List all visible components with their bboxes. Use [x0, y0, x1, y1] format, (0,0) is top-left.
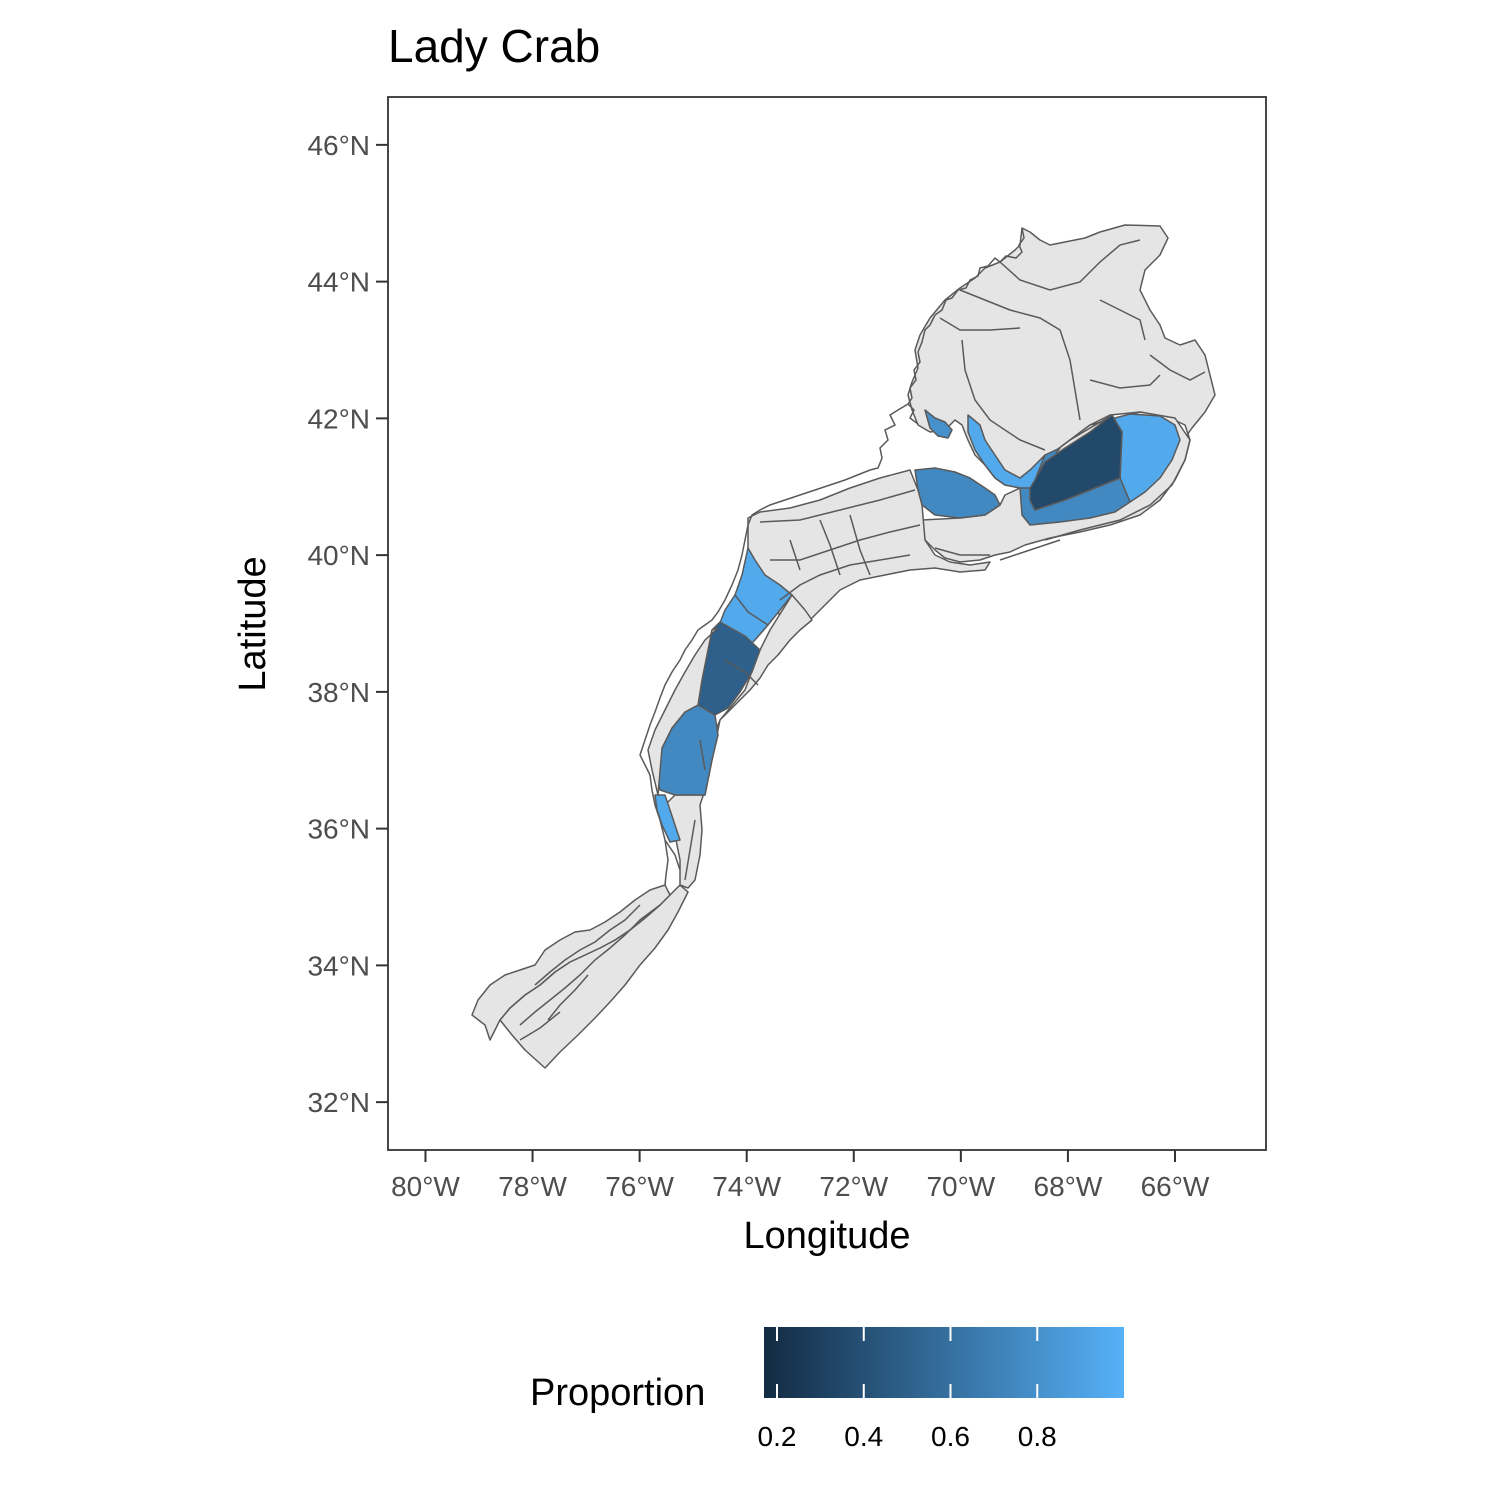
x-tick-label: 68°W: [1034, 1171, 1103, 1202]
depth-contour: [934, 439, 1191, 561]
legend-tick-label: 0.2: [758, 1421, 797, 1452]
y-tick-label: 46°N: [307, 130, 370, 161]
legend-tick-label: 0.8: [1018, 1421, 1057, 1452]
stratum-cape-cod-bay: [924, 409, 953, 439]
y-tick-label: 34°N: [307, 950, 370, 981]
legend: Proportion 0.2 0.4 0.6 0.8: [530, 1327, 1124, 1452]
legend-ticks: 0.2 0.4 0.6 0.8: [758, 1327, 1057, 1452]
chart-title: Lady Crab: [388, 20, 600, 72]
legend-tick-label: 0.4: [844, 1421, 883, 1452]
x-tick-label: 76°W: [605, 1171, 674, 1202]
depth-contour: [939, 239, 1206, 451]
x-axis: 80°W 78°W 76°W 74°W 72°W 70°W 68°W 66°W: [391, 1150, 1210, 1202]
x-axis-title: Longitude: [744, 1215, 911, 1257]
y-axis-title: Latitude: [232, 556, 274, 691]
x-tick-label: 74°W: [712, 1171, 781, 1202]
y-tick-label: 32°N: [307, 1087, 370, 1118]
y-tick-label: 36°N: [307, 814, 370, 845]
legend-tick-label: 0.6: [931, 1421, 970, 1452]
stratum-georges-inner: [1029, 414, 1123, 511]
x-tick-label: 66°W: [1141, 1171, 1210, 1202]
x-tick-label: 72°W: [819, 1171, 888, 1202]
y-tick-label: 38°N: [307, 677, 370, 708]
stratum-new-jersey: [717, 547, 793, 651]
depth-contour: [519, 904, 661, 1041]
x-tick-label: 78°W: [498, 1171, 567, 1202]
x-tick-label: 70°W: [926, 1171, 995, 1202]
legend-colorbar: [764, 1327, 1124, 1398]
legend-title: Proportion: [530, 1372, 705, 1414]
depth-contour: [759, 489, 921, 601]
x-tick-label: 80°W: [391, 1171, 460, 1202]
y-axis: 32°N 34°N 36°N 38°N 40°N 42°N 44°N 46°N: [307, 130, 388, 1118]
strata-map: [471, 224, 1216, 1069]
y-tick-label: 42°N: [307, 403, 370, 434]
stratum-nantucket-shoals: [967, 414, 1046, 489]
y-tick-label: 44°N: [307, 267, 370, 298]
y-tick-label: 40°N: [307, 540, 370, 571]
coastline: [639, 227, 1025, 886]
stratum-mid-atlantic-coastal: [647, 627, 719, 796]
depth-contour: [664, 594, 769, 881]
